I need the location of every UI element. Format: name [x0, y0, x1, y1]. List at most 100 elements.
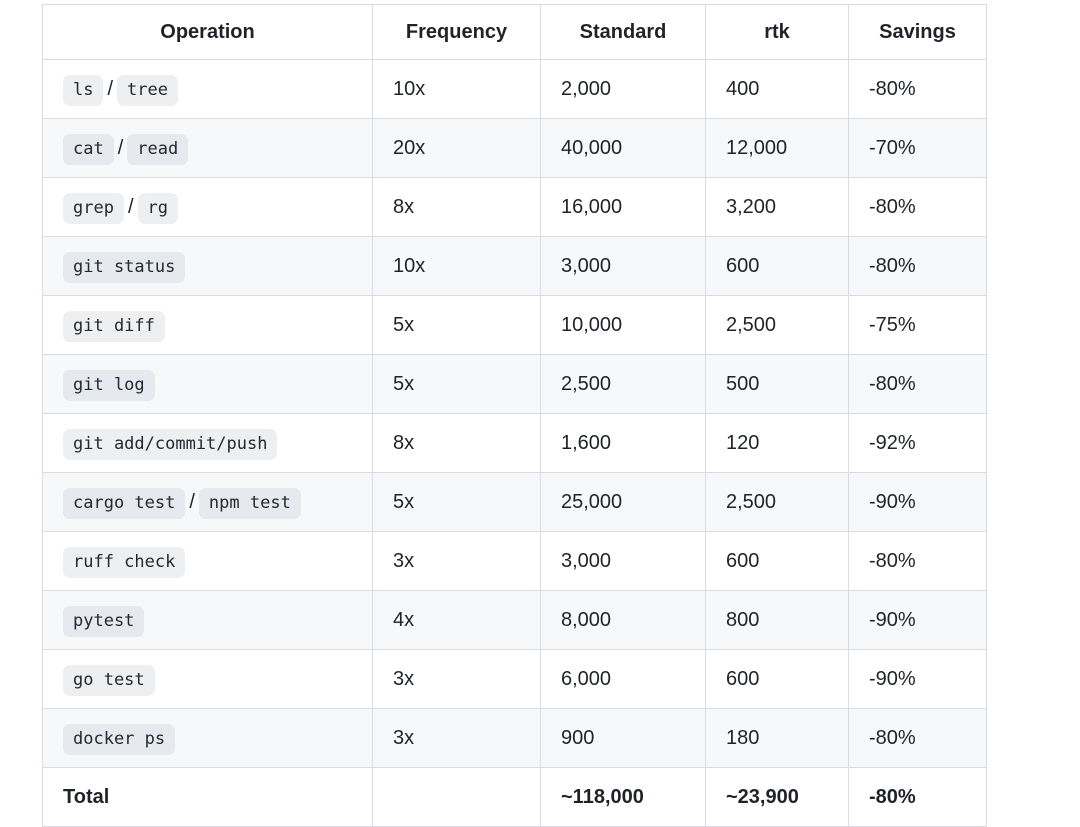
code-badge: docker ps: [63, 723, 176, 755]
table-row: git status 10x 3,000 600 -80%: [42, 236, 987, 296]
standard-cell: 8,000: [540, 590, 706, 650]
savings-cell: -80%: [848, 59, 987, 119]
table-row: cat / read 20x 40,000 12,000 -70%: [42, 118, 987, 178]
frequency-cell: 3x: [372, 649, 541, 709]
frequency-cell: 5x: [372, 472, 541, 532]
operation-cell: grep / rg: [42, 177, 373, 237]
operation-cell: docker ps: [42, 708, 373, 768]
standard-cell: 2,500: [540, 354, 706, 414]
rtk-cell: 2,500: [705, 295, 849, 355]
total-row: Total ~118,000 ~23,900 -80%: [42, 767, 987, 827]
column-header-frequency: Frequency: [372, 4, 541, 60]
total-label: Total: [63, 785, 110, 808]
code-badge: pytest: [63, 605, 145, 637]
frequency-cell: 20x: [372, 118, 541, 178]
operation-cell: git log: [42, 354, 373, 414]
code-badge: tree: [117, 74, 178, 106]
table-row: git add/commit/push 8x 1,600 120 -92%: [42, 413, 987, 473]
table-row: pytest 4x 8,000 800 -90%: [42, 590, 987, 650]
rtk-cell: 800: [705, 590, 849, 650]
rtk-cell: 400: [705, 59, 849, 119]
standard-cell: 6,000: [540, 649, 706, 709]
header-row: Operation Frequency Standard rtk Savings: [42, 4, 987, 60]
standard-cell: 40,000: [540, 118, 706, 178]
standard-cell: ~118,000: [540, 767, 706, 827]
operation-cell: git status: [42, 236, 373, 296]
savings-cell: -80%: [848, 531, 987, 591]
standard-cell: 16,000: [540, 177, 706, 237]
frequency-cell: 5x: [372, 354, 541, 414]
savings-cell: -90%: [848, 649, 987, 709]
frequency-cell: [372, 767, 541, 827]
standard-cell: 900: [540, 708, 706, 768]
operation-cell: git diff: [42, 295, 373, 355]
frequency-cell: 5x: [372, 295, 541, 355]
column-header-savings: Savings: [848, 4, 987, 60]
table-row: ls / tree 10x 2,000 400 -80%: [42, 59, 987, 119]
code-badge: git status: [63, 251, 186, 283]
code-badge: go test: [63, 664, 155, 696]
operation-cell: cat / read: [42, 118, 373, 178]
code-badge: cargo test: [63, 487, 186, 519]
code-badge: grep: [63, 192, 124, 224]
token-savings-table: Operation Frequency Standard rtk Savings ls /…: [42, 4, 987, 827]
operation-cell: git add/commit/push: [42, 413, 373, 473]
frequency-cell: 8x: [372, 413, 541, 473]
savings-cell: -70%: [848, 118, 987, 178]
code-badge: read: [127, 133, 189, 165]
standard-cell: 25,000: [540, 472, 706, 532]
savings-cell: -90%: [848, 590, 987, 650]
operation-cell: ls / tree: [42, 59, 373, 119]
code-badge: git diff: [63, 310, 165, 342]
table-row: go test 3x 6,000 600 -90%: [42, 649, 987, 709]
operation-cell: ruff check: [42, 531, 373, 591]
frequency-cell: 4x: [372, 590, 541, 650]
operation-separator: /: [117, 136, 124, 159]
rtk-cell: 600: [705, 236, 849, 296]
savings-cell: -80%: [848, 767, 987, 827]
table-row: cargo test / npm test 5x 25,000 2,500 -90%: [42, 472, 987, 532]
table-row: grep / rg 8x 16,000 3,200 -80%: [42, 177, 987, 237]
table-row: git log 5x 2,500 500 -80%: [42, 354, 987, 414]
code-badge: git log: [63, 369, 155, 401]
operation-separator: /: [107, 77, 114, 100]
rtk-cell: 180: [705, 708, 849, 768]
rtk-cell: 120: [705, 413, 849, 473]
column-header-rtk: rtk: [705, 4, 849, 60]
code-badge: ls: [63, 74, 104, 106]
table-row: git diff 5x 10,000 2,500 -75%: [42, 295, 987, 355]
frequency-cell: 10x: [372, 59, 541, 119]
code-badge: npm test: [198, 487, 301, 519]
rtk-cell: 600: [705, 531, 849, 591]
column-header-operation: Operation: [42, 4, 373, 60]
table-body: ls / tree 10x 2,000 400 -80% cat / read 20x 40,000 1…: [42, 59, 987, 827]
savings-cell: -90%: [848, 472, 987, 532]
frequency-cell: 3x: [372, 531, 541, 591]
rtk-cell: 600: [705, 649, 849, 709]
standard-cell: 2,000: [540, 59, 706, 119]
code-badge: rg: [137, 192, 178, 224]
code-badge: cat: [63, 133, 114, 165]
savings-cell: -92%: [848, 413, 987, 473]
operation-cell: pytest: [42, 590, 373, 650]
rtk-cell: 12,000: [705, 118, 849, 178]
rtk-cell: 500: [705, 354, 849, 414]
operation-cell: cargo test / npm test: [42, 472, 373, 532]
savings-cell: -80%: [848, 708, 987, 768]
savings-cell: -80%: [848, 236, 987, 296]
savings-cell: -80%: [848, 354, 987, 414]
operation-cell: go test: [42, 649, 373, 709]
rtk-cell: ~23,900: [705, 767, 849, 827]
standard-cell: 3,000: [540, 531, 706, 591]
standard-cell: 10,000: [540, 295, 706, 355]
table-header: Operation Frequency Standard rtk Savings: [42, 4, 987, 60]
code-badge: git add/commit/push: [63, 428, 278, 460]
operation-cell: Total: [42, 767, 373, 827]
savings-cell: -75%: [848, 295, 987, 355]
rtk-cell: 3,200: [705, 177, 849, 237]
table-row: docker ps 3x 900 180 -80%: [42, 708, 987, 768]
operation-separator: /: [189, 490, 195, 513]
savings-cell: -80%: [848, 177, 987, 237]
rtk-cell: 2,500: [705, 472, 849, 532]
